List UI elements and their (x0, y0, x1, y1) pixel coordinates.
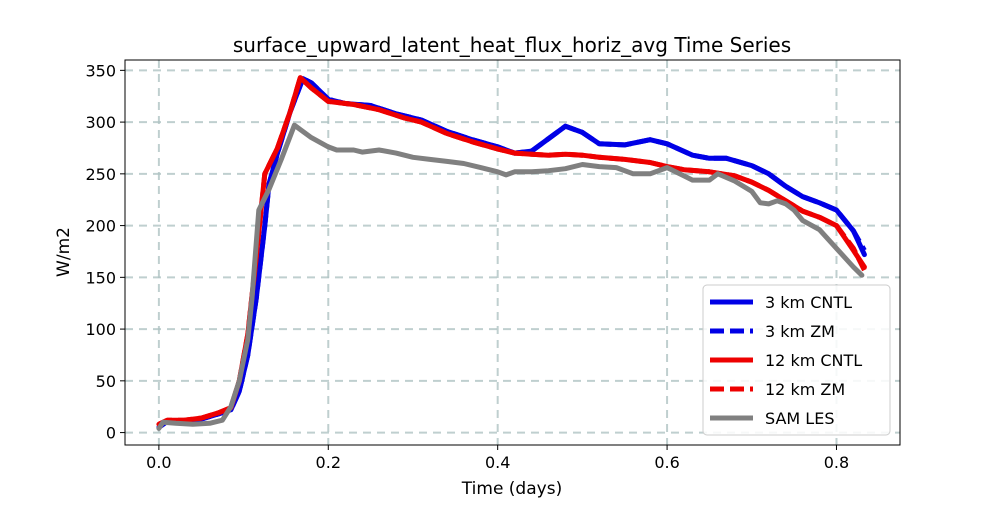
axis-ticks: 0.0 0.2 0.4 0.6 0.8 0 50 100 150 200 250 300 350 (85, 61, 849, 472)
legend-label: 12 km CNTL (765, 351, 862, 370)
y-tick-label: 300 (85, 113, 116, 132)
data-series (156, 75, 867, 431)
y-tick-label: 200 (85, 217, 116, 236)
y-axis-label: W/m2 (54, 227, 74, 277)
x-tick-label: 0.4 (485, 453, 510, 472)
y-tick-label: 0 (106, 424, 116, 443)
plot-area-frame (124, 59, 901, 446)
y-tick-label: 250 (85, 165, 116, 184)
legend-box (702, 284, 891, 436)
legend-label: 3 km CNTL (765, 293, 852, 312)
x-tick-label: 0.0 (146, 453, 171, 472)
x-tick-label: 0.2 (316, 453, 341, 472)
legend-label: SAM LES (765, 409, 834, 428)
series-line-sam-les (156, 122, 865, 431)
legend-label: 12 km ZM (765, 380, 845, 399)
legend-label: 3 km ZM (765, 322, 835, 341)
x-tick-label: 0.6 (654, 453, 679, 472)
y-tick-label: 50 (96, 372, 116, 391)
chart-title: surface_upward_latent_heat_flux_horiz_av… (233, 33, 791, 57)
series-line-3-km-zm (157, 76, 867, 430)
legend: 3 km CNTL 3 km ZM 12 km CNTL 12 km ZM SAM LE… (702, 284, 891, 436)
y-tick-label: 150 (85, 268, 116, 287)
x-axis-label: Time (days) (461, 479, 562, 499)
x-tick-label: 0.8 (824, 453, 849, 472)
y-tick-label: 350 (85, 61, 116, 80)
y-tick-label: 100 (85, 320, 116, 339)
